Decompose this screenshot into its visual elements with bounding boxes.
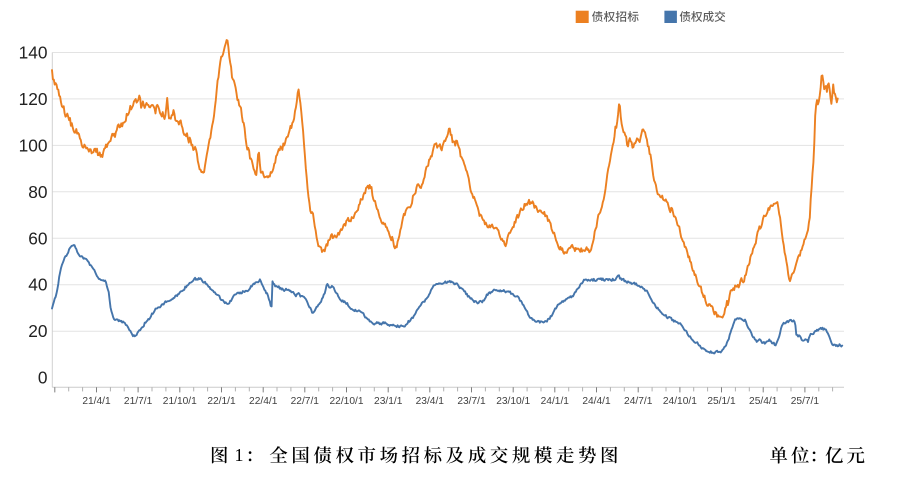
svg-text:140: 140	[19, 43, 48, 63]
svg-text:25/1/1: 25/1/1	[707, 396, 736, 407]
svg-text:1: 1	[235, 445, 244, 465]
svg-text:21/10/1: 21/10/1	[163, 396, 197, 407]
svg-text:24/7/1: 24/7/1	[624, 396, 653, 407]
svg-text:23/7/1: 23/7/1	[457, 396, 486, 407]
svg-text:100: 100	[19, 135, 48, 155]
svg-text:22/10/1: 22/10/1	[330, 396, 364, 407]
svg-text:80: 80	[28, 182, 47, 202]
svg-text:120: 120	[19, 89, 48, 109]
svg-text:25/7/1: 25/7/1	[791, 396, 820, 407]
svg-text:21/7/1: 21/7/1	[124, 396, 153, 407]
svg-text:25/4/1: 25/4/1	[749, 396, 778, 407]
svg-text:23/4/1: 23/4/1	[416, 396, 445, 407]
svg-text:60: 60	[28, 228, 47, 248]
svg-text:24/10/1: 24/10/1	[663, 396, 697, 407]
svg-text:23/10/1: 23/10/1	[496, 396, 530, 407]
svg-text:21/4/1: 21/4/1	[82, 396, 111, 407]
svg-text:22/4/1: 22/4/1	[249, 396, 278, 407]
svg-text:24/1/1: 24/1/1	[541, 396, 570, 407]
svg-text:24/4/1: 24/4/1	[582, 396, 611, 407]
svg-text:22/1/1: 22/1/1	[207, 396, 236, 407]
svg-text:22/7/1: 22/7/1	[291, 396, 320, 407]
svg-text:20: 20	[28, 321, 47, 341]
svg-text:0: 0	[38, 368, 48, 388]
svg-text:40: 40	[28, 275, 47, 295]
svg-text:23/1/1: 23/1/1	[374, 396, 403, 407]
